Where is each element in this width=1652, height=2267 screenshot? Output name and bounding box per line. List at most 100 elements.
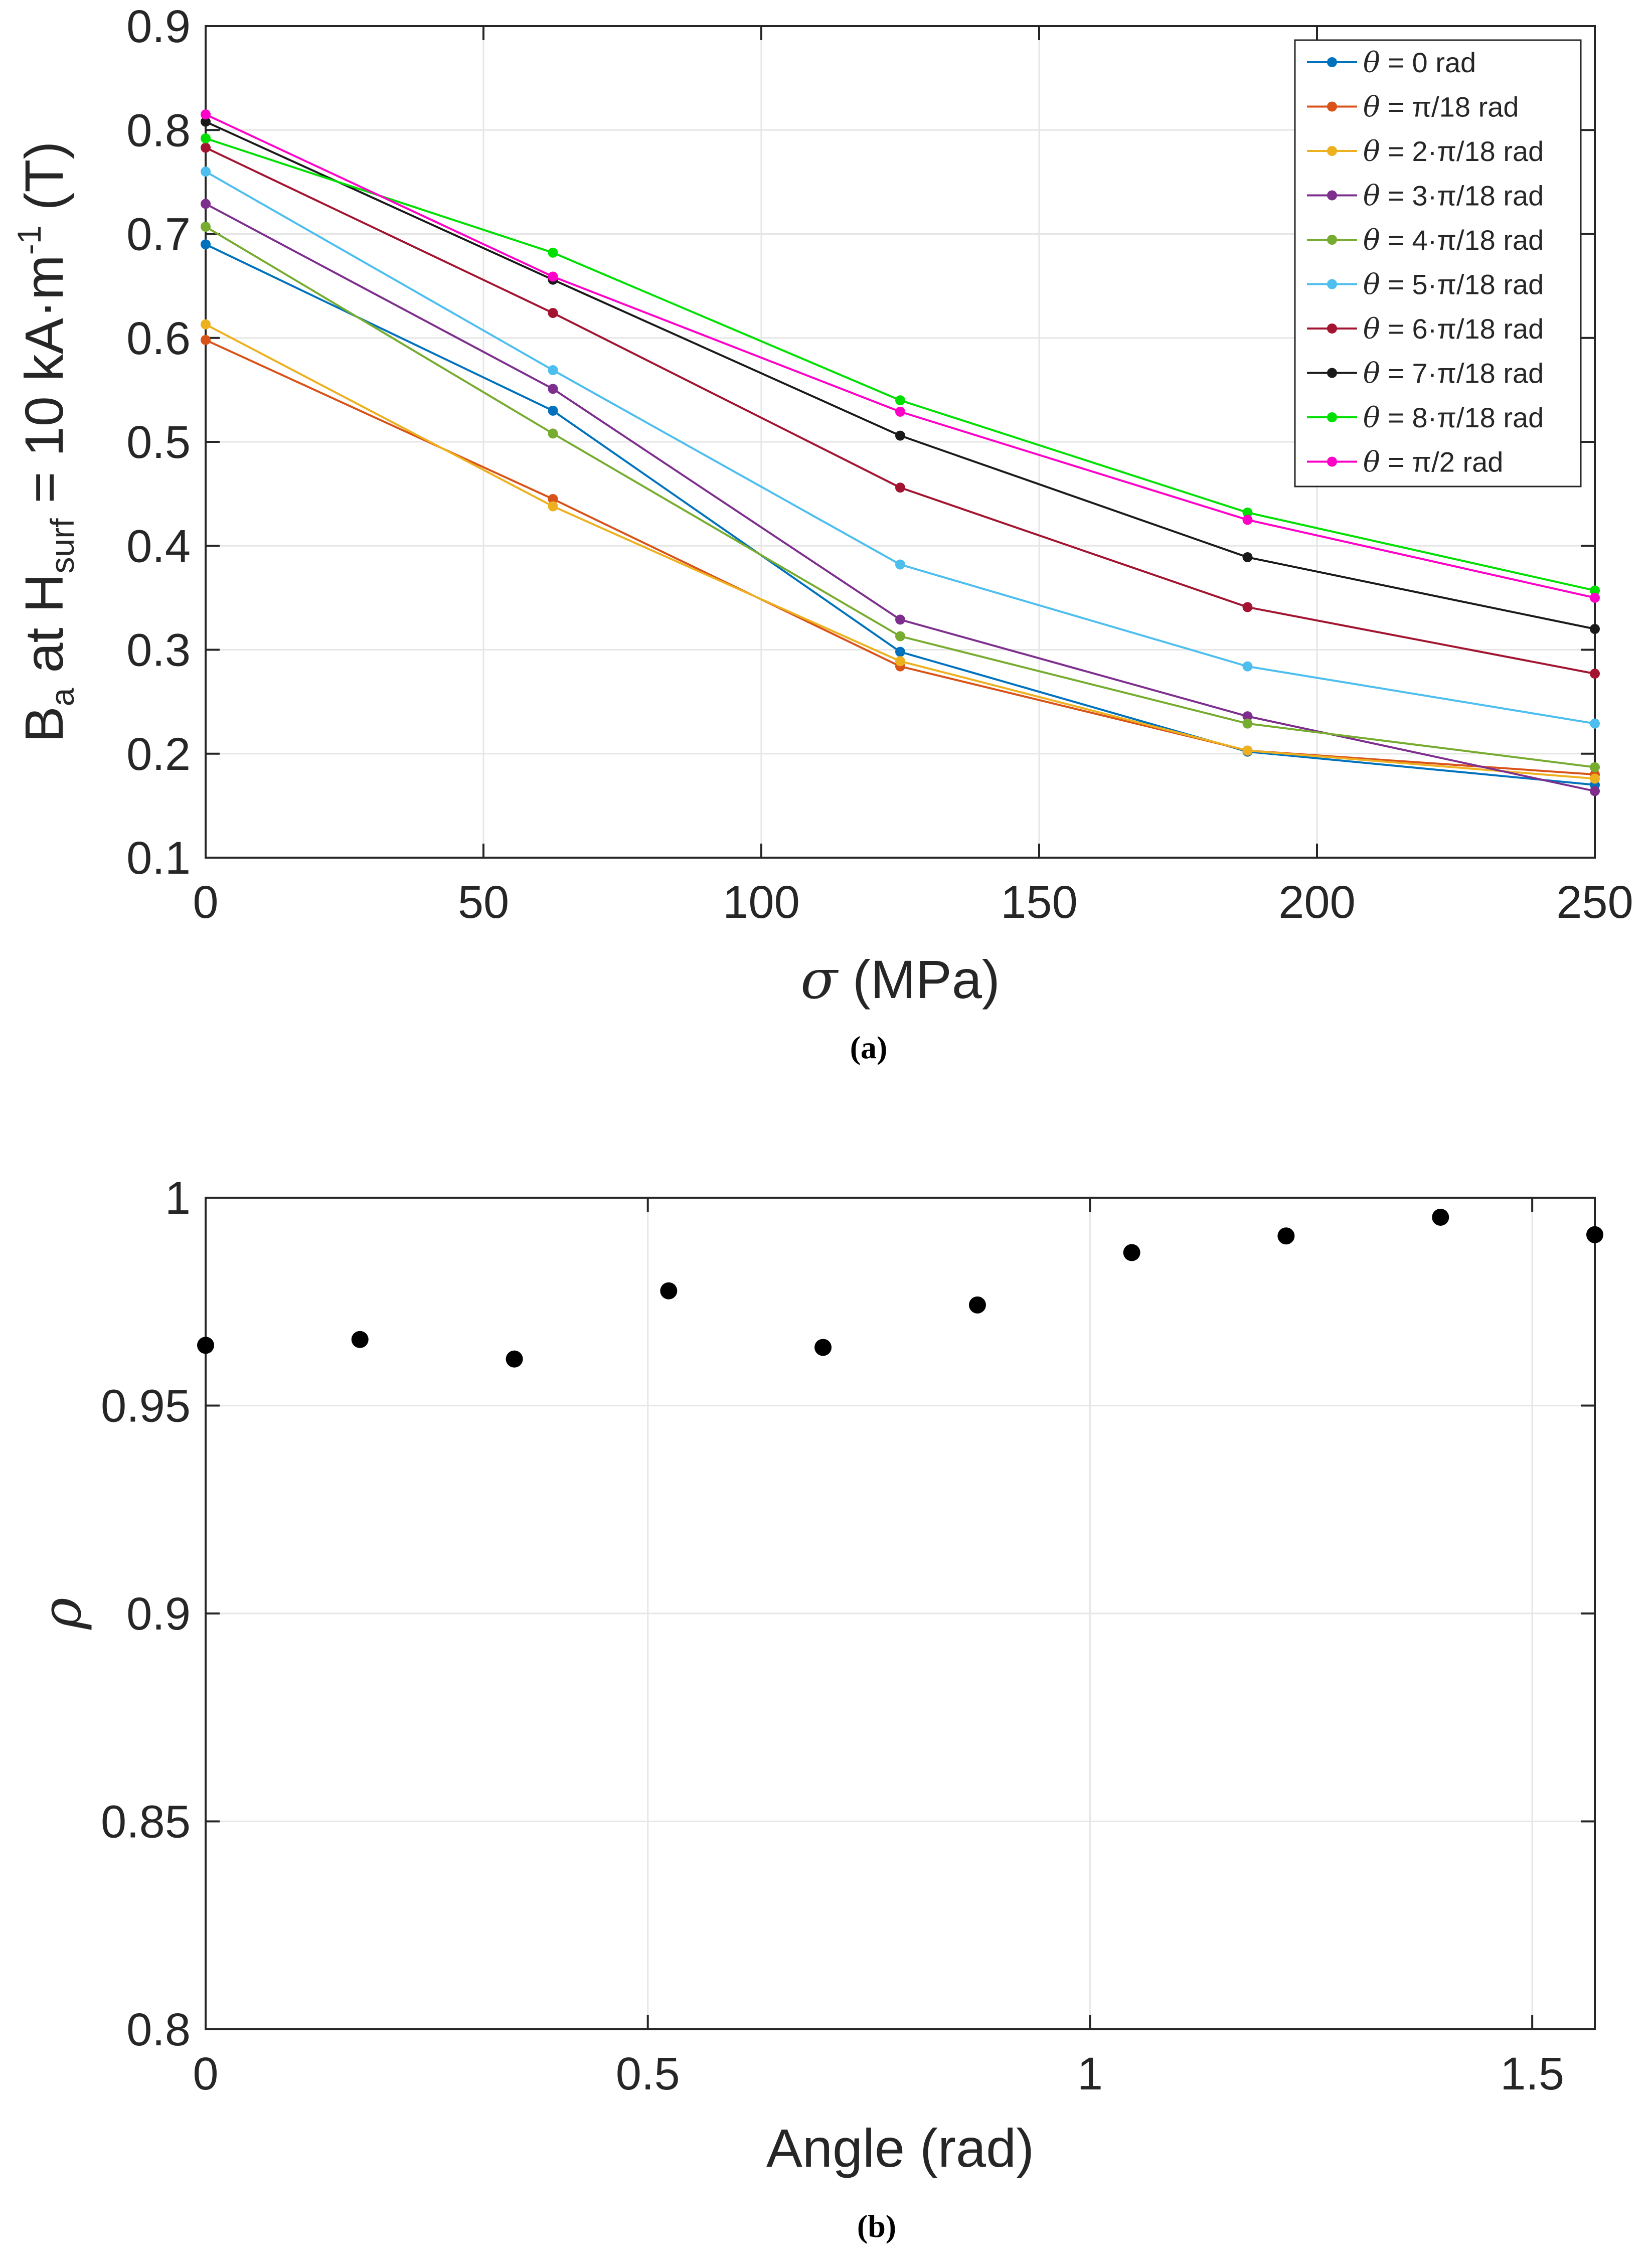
chart-b-data-point bbox=[1277, 1227, 1295, 1245]
chart-a-ytick-label: 0.7 bbox=[126, 209, 191, 260]
legend-item: θ = 3·π/18 rad bbox=[1307, 180, 1544, 213]
chart-b-ytick-label: 1 bbox=[165, 1173, 191, 1224]
legend-label: θ = π/2 rad bbox=[1363, 446, 1503, 479]
chart-a-xtick-label: 150 bbox=[1001, 877, 1078, 928]
chart-a-series bbox=[201, 109, 1600, 796]
chart-a-ylabel: Ba at Hsurf = 10 kA·m-1 (T) bbox=[11, 141, 81, 743]
chart-a-series-4 bbox=[201, 221, 1600, 772]
chart-a-ytick-label: 0.2 bbox=[126, 729, 191, 780]
legend-marker bbox=[1327, 279, 1337, 289]
legend-box bbox=[1294, 39, 1582, 488]
chart-a-series-7 bbox=[201, 116, 1600, 634]
chart-b-xtick-label: 1.5 bbox=[1500, 2048, 1564, 2099]
chart-b-xtick-label: 0 bbox=[193, 2048, 218, 2099]
chart-a-data-point bbox=[201, 133, 211, 143]
chart-a-xtick-label: 0 bbox=[193, 877, 218, 928]
chart-a-data-point bbox=[1590, 592, 1600, 603]
chart-a-data-point bbox=[1242, 718, 1253, 729]
chart-b-xtick-label: 0.5 bbox=[616, 2048, 680, 2099]
chart-a-xtick-label: 200 bbox=[1278, 877, 1356, 928]
chart-a-data-point bbox=[1590, 773, 1600, 784]
chart-a-data-point bbox=[895, 656, 905, 667]
chart-a-series-2 bbox=[201, 319, 1600, 784]
chart-a-data-point bbox=[201, 142, 211, 153]
chart-panel-b: 0 0.5 1 1.5 0.8 0.85 0.9 0.95 1 ρ Angle (rad) (b… bbox=[31, 1173, 1603, 2244]
chart-a-data-point bbox=[1242, 661, 1253, 672]
chart-a-data-point bbox=[895, 430, 905, 441]
chart-a-series-3 bbox=[201, 199, 1600, 796]
chart-b-data-point bbox=[1586, 1226, 1603, 1243]
legend-marker bbox=[1327, 146, 1337, 156]
chart-b-xtick-label: 1 bbox=[1077, 2048, 1103, 2099]
chart-b-ytick-label: 0.95 bbox=[101, 1381, 191, 1432]
chart-b-ytick-label: 0.8 bbox=[126, 2004, 191, 2055]
chart-b-points bbox=[197, 1208, 1603, 1368]
chart-a-xtick-label: 250 bbox=[1556, 877, 1633, 928]
legend-label: θ = 6·π/18 rad bbox=[1363, 313, 1544, 346]
chart-a-data-point bbox=[1242, 507, 1253, 518]
chart-b-data-point bbox=[1432, 1208, 1449, 1226]
legend-label: θ = 0 rad bbox=[1363, 47, 1476, 79]
chart-a-data-point bbox=[1242, 711, 1253, 722]
chart-b-data-point bbox=[351, 1331, 369, 1348]
chart-a-data-point bbox=[895, 631, 905, 641]
chart-a-data-point bbox=[548, 271, 558, 282]
chart-b-xlabel: Angle (rad) bbox=[766, 2118, 1034, 2178]
legend-item: θ = 6·π/18 rad bbox=[1307, 313, 1544, 346]
chart-a-data-point bbox=[201, 239, 211, 250]
chart-a-data-point bbox=[548, 308, 558, 318]
chart-a-data-point bbox=[201, 221, 211, 232]
chart-a-data-point bbox=[895, 646, 905, 657]
chart-b-data-point bbox=[660, 1282, 678, 1300]
chart-a-data-point bbox=[895, 482, 905, 493]
legend-marker bbox=[1327, 323, 1337, 334]
legend-item: θ = π/2 rad bbox=[1307, 446, 1503, 479]
chart-a-series-6 bbox=[201, 142, 1600, 679]
chart-a-series-9 bbox=[201, 109, 1600, 603]
legend-marker bbox=[1327, 368, 1337, 378]
legend-label: θ = 5·π/18 rad bbox=[1363, 269, 1544, 301]
chart-a-ytick-label: 0.1 bbox=[126, 833, 191, 884]
chart-a-data-point bbox=[895, 406, 905, 417]
chart-a-data-point bbox=[201, 167, 211, 177]
chart-a-ytick-label: 0.5 bbox=[126, 417, 191, 468]
legend-item: θ = 4·π/18 rad bbox=[1307, 224, 1544, 257]
legend-label: θ = π/18 rad bbox=[1363, 91, 1519, 124]
legend-marker bbox=[1327, 190, 1337, 201]
chart-panel-a: 0 50 100 150 200 250 0.1 0.2 0.3 0.4 0.5 0.6 0.7 0.8 0… bbox=[11, 1, 1633, 1065]
chart-b-ytick-label: 0.9 bbox=[126, 1588, 191, 1640]
chart-a-data-point bbox=[548, 501, 558, 512]
chart-b-data-point bbox=[506, 1350, 523, 1368]
legend-marker bbox=[1327, 412, 1337, 422]
chart-b-data-point bbox=[968, 1296, 986, 1314]
chart-a-ytick-label: 0.9 bbox=[126, 1, 191, 52]
chart-a-data-point bbox=[1590, 786, 1600, 796]
legend-item: θ = 8·π/18 rad bbox=[1307, 402, 1544, 434]
legend-marker bbox=[1327, 456, 1337, 467]
chart-b-ytick-label: 0.85 bbox=[101, 1797, 191, 1848]
chart-a-legend: θ = 0 rad θ = π/18 rad θ = 2·π/18 rad θ = 3… bbox=[1294, 39, 1582, 488]
chart-a-data-point bbox=[1242, 515, 1253, 525]
legend-item: θ = π/18 rad bbox=[1307, 91, 1519, 124]
chart-a-data-point bbox=[1242, 745, 1253, 756]
chart-a-ytick-label: 0.4 bbox=[126, 521, 191, 572]
chart-a-data-point bbox=[1590, 718, 1600, 729]
legend-item: θ = 0 rad bbox=[1307, 47, 1476, 79]
chart-b-grid bbox=[205, 1197, 1595, 2030]
legend-label: θ = 8·π/18 rad bbox=[1363, 402, 1544, 434]
chart-a-caption: (a) bbox=[850, 1030, 888, 1065]
chart-a-ytick-label: 0.8 bbox=[126, 105, 191, 156]
chart-a-data-point bbox=[1590, 585, 1600, 596]
chart-a-data-point bbox=[548, 494, 558, 504]
chart-a-data-point bbox=[1590, 669, 1600, 679]
chart-a-data-point bbox=[201, 335, 211, 345]
chart-a-ytick-label: 0.3 bbox=[126, 625, 191, 676]
chart-a-tick-labels: 0 50 100 150 200 250 0.1 0.2 0.3 0.4 0.5 0.6 0.7 0.8 0… bbox=[126, 1, 1633, 928]
chart-b-ylabel: ρ bbox=[31, 1597, 93, 1630]
chart-b-data-point bbox=[197, 1337, 214, 1354]
legend-label: θ = 2·π/18 rad bbox=[1363, 135, 1544, 168]
chart-b-caption: (b) bbox=[857, 2208, 896, 2244]
legend-label: θ = 3·π/18 rad bbox=[1363, 180, 1544, 213]
chart-a-ytick-label: 0.6 bbox=[126, 313, 191, 364]
